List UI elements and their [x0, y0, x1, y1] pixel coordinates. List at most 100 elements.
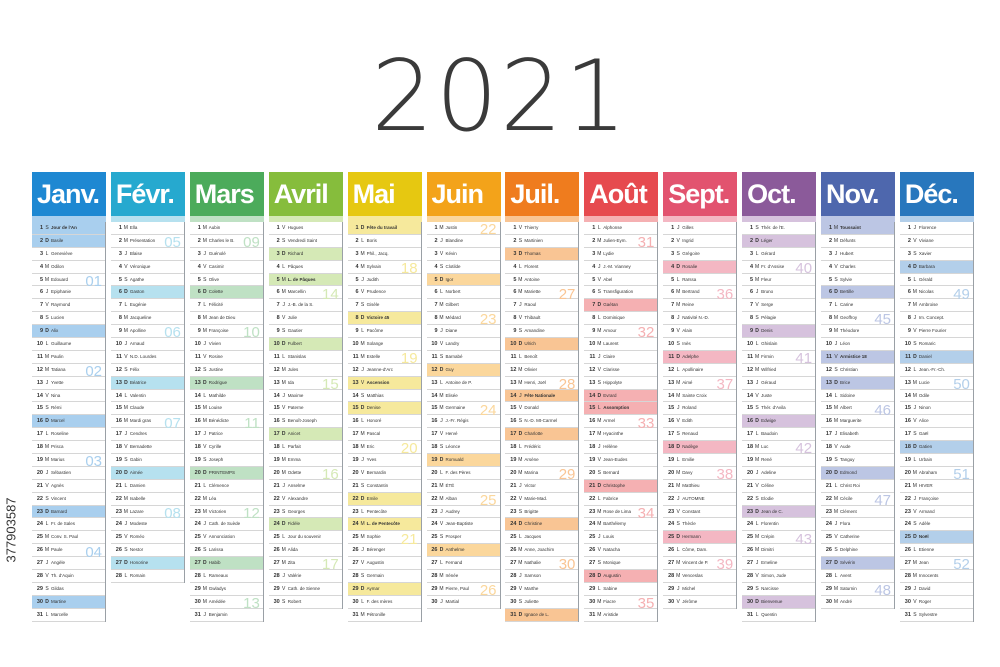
weekday-letter: M [123, 225, 128, 231]
weekday-letter: J [361, 457, 364, 464]
month-name: Févr. [110, 172, 185, 216]
month-column: Mai 1 D Fête du travail 2 L Boris 3 M Phil., Jacq… [347, 172, 422, 630]
weekday-letter: L [597, 315, 601, 322]
weekday-letter: M [755, 444, 760, 451]
saint-name: Fleur [761, 276, 772, 282]
day-row: 6 D Bertille [821, 286, 894, 300]
weekday-letter: D [755, 237, 759, 244]
month-column: Mars 1 M Aubin 2 M Charles le B. 3 J Guénolé 4 V Cas… [189, 172, 264, 630]
day-number: 8 [118, 315, 122, 322]
saint-name: Bernadette [129, 444, 152, 450]
day-number: 3 [907, 250, 911, 257]
saint-name: Victor [524, 482, 536, 488]
saint-name: Sylvie [840, 276, 853, 282]
saint-name: Fiacre [603, 598, 616, 604]
saint-name: Fernand [445, 560, 463, 566]
day-row: 9 D Alix [32, 325, 105, 339]
saint-name: Pascal [366, 431, 381, 437]
week-number: 22 [479, 221, 497, 238]
day-row: 22 M Isabelle [110, 493, 184, 506]
weekday-letter: S [834, 547, 838, 554]
day-row: 7 J J.-B. de la S. [268, 299, 342, 313]
day-row: 11 V Armistice 18 [821, 350, 894, 364]
day-row: 26 M Paule [32, 544, 105, 558]
weekday-letter: M [123, 405, 128, 412]
weekday-letter: L [913, 547, 917, 554]
saint-name: Henri, Joël [524, 379, 546, 385]
day-number: 10 [36, 341, 43, 348]
day-number: 20 [36, 469, 43, 476]
saint-name: Cendres [129, 431, 147, 437]
day-number: 27 [668, 560, 675, 567]
weekday-letter: J [834, 521, 838, 528]
weekday-letter: L [440, 560, 443, 567]
saint-name: Stanislas [287, 353, 306, 359]
weekday-letter: D [281, 341, 286, 348]
day-row: 10 L Ghislain [742, 338, 816, 351]
day-row: 27 D Honorine [110, 557, 184, 571]
saint-name: Conv. S. Paul [51, 534, 79, 540]
day-number: 3 [197, 250, 201, 257]
saint-name: Sidoine [840, 392, 856, 398]
day-number: 22 [352, 495, 359, 502]
day-row: 7 L Félicité [189, 299, 263, 313]
weekday-letter: D [518, 521, 523, 528]
week-number: 15 [322, 375, 339, 393]
day-number: 14 [431, 392, 438, 399]
saint-name: Marcelle [51, 611, 69, 617]
day-number: 6 [197, 289, 201, 296]
month-name: Août [584, 172, 659, 216]
day-row: 18 L Parfait [268, 441, 342, 455]
day-number: 19 [115, 457, 122, 464]
weekday-letter: M [202, 237, 207, 244]
weekday-letter: M [360, 341, 365, 348]
day-number: 26 [668, 547, 675, 554]
day-row: 3 S Grégoire [663, 248, 737, 261]
weekday-letter: M [597, 418, 602, 425]
day-number: 15 [36, 405, 43, 412]
weekday-letter: S [676, 250, 680, 257]
saint-name: Michel [682, 585, 696, 591]
day-number: 19 [352, 457, 359, 464]
day-number: 19 [589, 457, 596, 464]
weekday-letter: S [439, 263, 444, 270]
day-number: 15 [431, 405, 438, 412]
day-list: 1 V Thierry 2 S Martinien 3 D Thomas 4 L Florent 5 M A… [505, 222, 580, 622]
day-number: 3 [355, 250, 359, 257]
month-column: Févr. 1 M Ella 2 M Présentation 3 J Blaise 4 V Véron… [110, 172, 185, 630]
day-number: 3 [671, 250, 675, 257]
day-number: 20 [510, 469, 517, 476]
day-row: 14 J Fête Nationale [505, 389, 579, 403]
week-number: 49 [953, 285, 970, 303]
weekday-letter: M [912, 289, 917, 296]
day-number: 22 [589, 495, 596, 502]
day-row: 5 L Raïssa [663, 274, 737, 287]
weekday-letter: J [282, 392, 285, 399]
day-number: 9 [592, 328, 596, 335]
saint-name: Louis [603, 534, 615, 540]
day-number: 22 [36, 495, 43, 502]
day-number: 19 [904, 457, 911, 464]
day-number: 4 [434, 263, 438, 270]
weekday-letter: L [361, 328, 364, 335]
saint-name: Vivien [208, 341, 221, 347]
weekday-letter: D [360, 585, 365, 592]
saint-name: Colette [208, 289, 224, 295]
day-row: 28 J Samson [505, 570, 579, 583]
day-number: 16 [668, 418, 675, 425]
saint-name: Avent [840, 573, 852, 579]
day-number: 14 [825, 392, 832, 399]
weekday-letter: S [597, 289, 601, 296]
saint-name: Aimé [682, 379, 693, 385]
day-number: 14 [273, 392, 280, 399]
day-number: 12 [115, 366, 122, 373]
weekday-letter: S [755, 315, 759, 322]
weekday-letter: J [755, 469, 759, 476]
weekday-letter: D [518, 250, 523, 257]
saint-name: Nina [51, 392, 61, 398]
saint-name: Arsène [524, 457, 539, 463]
day-number: 18 [904, 444, 911, 451]
weekday-letter: D [439, 457, 444, 464]
weekday-letter: L [755, 521, 759, 528]
week-number: 47 [874, 491, 891, 509]
